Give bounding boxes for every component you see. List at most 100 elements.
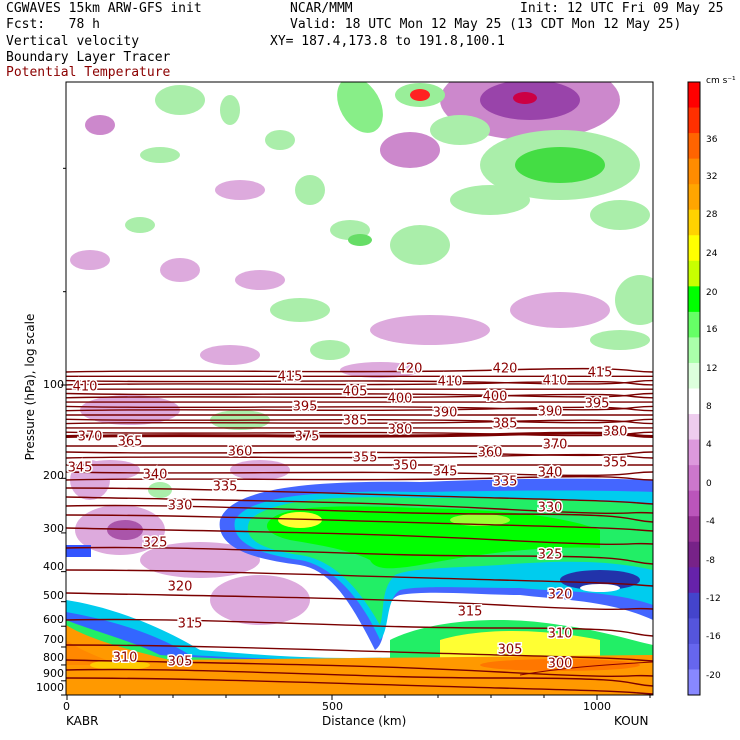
isentrope-line: [66, 406, 653, 412]
y-tick-label: 300: [43, 522, 64, 535]
title-valid: Valid: 18 UTC Mon 12 May 25 (13 CDT Mon …: [290, 17, 682, 32]
isentrope-label: 320: [548, 588, 573, 603]
isentrope-line: [66, 618, 653, 637]
colorbar-label: 4: [706, 440, 712, 450]
isentrope-line: [66, 405, 653, 411]
colorbar-unit: cm s⁻¹: [706, 76, 736, 86]
colorbar-swatch: [688, 669, 700, 696]
isentrope-line: [66, 487, 653, 505]
isentrope-line: [66, 471, 653, 477]
x-tick-label: 0: [63, 700, 70, 713]
title-center: NCAR/MMM: [290, 1, 353, 16]
field-boundary-layer-tracer: Boundary Layer Tracer: [6, 50, 171, 65]
colorbar-swatch: [688, 158, 700, 185]
isentrope-line: [66, 392, 653, 398]
colorbar-swatch: [688, 286, 700, 313]
isentrope-label: 410: [543, 374, 568, 389]
y-tick-label: 600: [43, 613, 64, 626]
isentrope-line: [66, 546, 653, 565]
colorbar-swatch: [688, 516, 700, 543]
y-tick-label: 200: [43, 469, 64, 482]
isentrope-label: 365: [118, 435, 143, 450]
colorbar-label: -16: [706, 632, 721, 642]
y-tick-label: 900: [43, 667, 64, 680]
colorbar-label: 8: [706, 402, 712, 412]
colorbar-label: 28: [706, 210, 718, 220]
colorbar-swatch: [688, 82, 700, 109]
colorbar-swatch: [688, 465, 700, 492]
isentrope-label: 325: [538, 548, 563, 563]
y-tick-label: 700: [43, 633, 64, 646]
isentrope-label: 380: [603, 425, 628, 440]
isentrope-label: 355: [353, 451, 378, 466]
isentrope-line: [66, 418, 653, 424]
isentrope-line: [66, 659, 653, 677]
colorbar-swatch: [688, 388, 700, 415]
isentrope-label: 320: [168, 580, 193, 595]
isentrope-label: 300: [548, 657, 573, 672]
isentrope-label: 340: [538, 466, 563, 481]
tracer-tongue: [219, 478, 653, 650]
isentrope-line: [66, 419, 653, 425]
colorbar-swatch: [688, 235, 700, 262]
isentrope-label: 375: [295, 430, 320, 445]
isentrope-label: 355: [603, 456, 628, 471]
isentrope-line: [66, 569, 653, 587]
colorbar-swatch: [688, 362, 700, 389]
colorbar-swatch: [688, 184, 700, 211]
isentrope-label: 390: [538, 405, 563, 420]
isentrope-line: [66, 451, 653, 457]
colorbar-label: -12: [706, 594, 721, 604]
isentrope-line: [66, 527, 653, 545]
colorbar-label: 0: [706, 479, 712, 489]
isentrope-line: [66, 496, 653, 514]
y-tick-label: 100: [43, 378, 64, 391]
isentrope-line: [66, 644, 653, 662]
isentrope-label: 345: [68, 461, 93, 476]
isentrope-label: 310: [113, 651, 138, 666]
colorbar-label: 32: [706, 172, 718, 182]
isentrope-label: 410: [73, 380, 98, 395]
left-station-label: KABR: [66, 714, 99, 728]
isentrope-label: 400: [388, 392, 413, 407]
isentrope-line: [66, 431, 653, 438]
isentrope-label: 335: [213, 480, 238, 495]
y-tick-label: 500: [43, 589, 64, 602]
colorbar-swatch: [688, 618, 700, 645]
isentrope-line: [66, 504, 653, 523]
title-model: CGWAVES 15km ARW-GFS init: [6, 1, 202, 16]
upper-velocity-blobs: [70, 82, 653, 378]
isentrope-label: 390: [433, 406, 458, 421]
isentrope-line: [66, 592, 653, 610]
title-init: Init: 12 UTC Fri 09 May 25: [520, 1, 724, 16]
isentrope-label: 345: [433, 465, 458, 480]
isentrope-label: 350: [393, 459, 418, 474]
isentrope-label: 315: [458, 605, 483, 620]
colorbar-label: 16: [706, 325, 718, 335]
x-tick-marks: [66, 695, 651, 700]
colorbar-label: -20: [706, 671, 721, 681]
colorbar-swatch: [688, 567, 700, 594]
colorbar-swatch: [688, 541, 700, 568]
isentrope-line: [66, 453, 653, 459]
colorbar-swatch: [688, 133, 700, 160]
isentrope-lines: [66, 367, 653, 695]
isentrope-line: [66, 475, 653, 481]
colorbar-label: -8: [706, 556, 715, 566]
isentrope-label: 385: [493, 417, 518, 432]
isentrope-label: 405: [343, 385, 368, 400]
x-axis-label: Distance (km): [322, 714, 407, 728]
isentrope-line: [66, 677, 653, 695]
isentrope-label: 410: [438, 375, 463, 390]
colorbar-swatch: [688, 592, 700, 619]
colorbar-swatch: [688, 260, 700, 287]
right-station-label: KOUN: [614, 714, 649, 728]
isentrope-label: 395: [293, 400, 318, 415]
colorbar-label: 20: [706, 288, 718, 298]
isentrope-label: 385: [343, 414, 368, 429]
y-tick-label: 800: [43, 651, 64, 664]
isentrope-label: 400: [483, 390, 508, 405]
y-tick-label: 400: [43, 560, 64, 573]
isentrope-label: 415: [278, 370, 303, 385]
